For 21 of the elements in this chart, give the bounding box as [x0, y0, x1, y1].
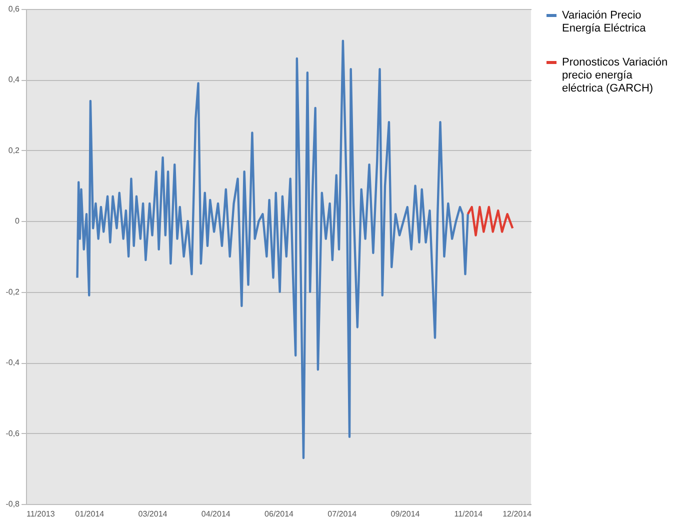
x-tick-label: 11/2013 [26, 510, 56, 518]
y-tick-label: 0 [15, 216, 20, 226]
legend-label: Pronosticos Variación precio energía eléctrica (GARCH) [562, 56, 668, 94]
y-tick-label: 0,2 [8, 146, 20, 155]
y-tick-label: 0,4 [8, 75, 20, 84]
y-tick-label: -0,8 [6, 500, 20, 508]
x-tick-label: 06/2014 [264, 510, 294, 518]
x-tick-label: 12/2014 [502, 510, 532, 518]
x-tick-label: 01/2014 [75, 510, 105, 518]
x-tick-label: 09/2014 [390, 510, 420, 518]
x-tick-label: 04/2014 [201, 510, 231, 518]
y-tick-label: -0,2 [6, 287, 20, 296]
x-tick-label: 03/2014 [138, 510, 168, 518]
x-tick-label: 11/2014 [454, 510, 484, 518]
x-tick-label: 07/2014 [328, 510, 358, 518]
legend-label: Variación Precio Energía Eléctrica [562, 10, 647, 34]
y-tick-label: -0,4 [6, 358, 20, 368]
y-tick-label: 0,6 [8, 4, 20, 14]
line-series [76, 40, 469, 460]
line-series [466, 206, 514, 236]
y-tick-label: -0,6 [6, 428, 20, 438]
